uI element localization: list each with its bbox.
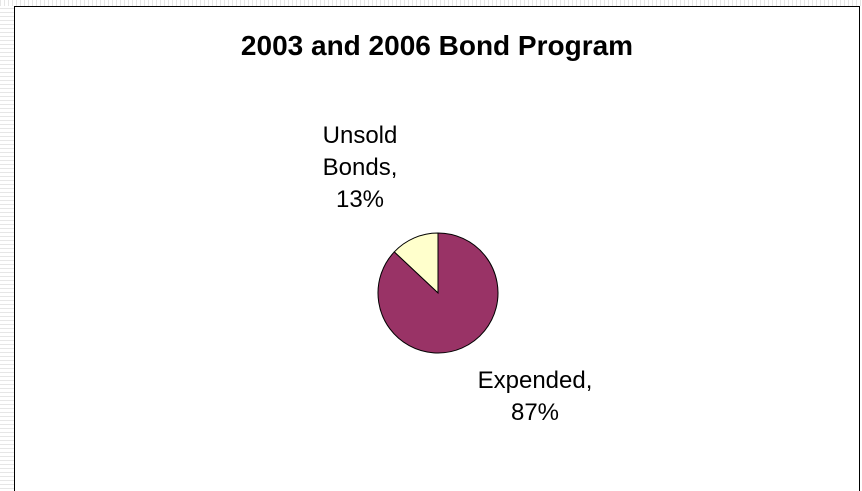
slice-label-expended-percent: 87% xyxy=(510,399,560,426)
chart-title: 2003 and 2006 Bond Program xyxy=(240,30,634,61)
slice-label-expended: Expended, 87% xyxy=(455,365,615,429)
slice-label-unsold-bonds: Unsold Bonds, 13% xyxy=(300,120,420,216)
pie-slice-expended xyxy=(377,232,499,354)
left-margin-rule xyxy=(0,0,14,491)
slice-label-unsold-bonds-line-0: Unsold xyxy=(322,122,398,149)
slice-label-expended-name: Expended, xyxy=(477,367,593,394)
slice-label-unsold-bonds-name: Unsold Bonds, xyxy=(300,120,420,184)
slice-label-unsold-bonds-line-1: Bonds, xyxy=(322,154,398,181)
slice-label-unsold-bonds-percent: 13% xyxy=(335,186,385,213)
top-margin-rule xyxy=(0,0,862,6)
